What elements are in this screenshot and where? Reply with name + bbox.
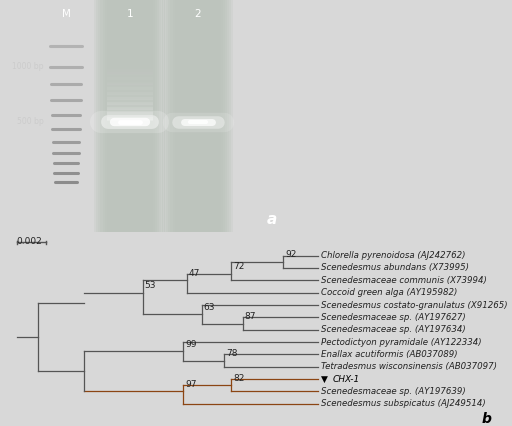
Text: 1: 1 [126, 9, 133, 19]
Bar [170, 0, 225, 232]
Bar [173, 0, 223, 232]
Bar [94, 0, 165, 232]
Bar [166, 0, 229, 232]
Bar [106, 0, 153, 232]
Bar [168, 0, 227, 232]
Text: 2: 2 [195, 9, 201, 19]
Text: 500 bp: 500 bp [17, 117, 44, 126]
Text: Chlorella pyrenoidosa (AJ242762): Chlorella pyrenoidosa (AJ242762) [321, 251, 465, 260]
Text: CHX-1: CHX-1 [333, 374, 360, 383]
Text: 92: 92 [285, 250, 296, 259]
Text: 87: 87 [244, 312, 256, 321]
Bar [109, 0, 151, 232]
Text: Scenedesmus costato-granulatus (X91265): Scenedesmus costato-granulatus (X91265) [321, 300, 508, 310]
Bar [96, 0, 163, 232]
Text: 72: 72 [233, 262, 245, 271]
Bar [102, 0, 157, 232]
Text: 47: 47 [189, 270, 200, 279]
Text: Enallax acutiformis (AB037089): Enallax acutiformis (AB037089) [321, 350, 458, 359]
Bar [98, 0, 161, 232]
Text: Scenedesmaceae sp. (AY197627): Scenedesmaceae sp. (AY197627) [321, 313, 466, 322]
Text: 63: 63 [204, 303, 215, 312]
Text: M: M [61, 9, 71, 19]
Bar [104, 0, 155, 232]
Text: Scenedesmaceae communis (X73994): Scenedesmaceae communis (X73994) [321, 276, 487, 285]
Text: Scenedesmaceae sp. (AY197634): Scenedesmaceae sp. (AY197634) [321, 325, 466, 334]
Text: Pectodictyon pyramidale (AY122334): Pectodictyon pyramidale (AY122334) [321, 337, 482, 346]
Text: 53: 53 [145, 281, 156, 290]
Text: Scenedesmus subspicatus (AJ249514): Scenedesmus subspicatus (AJ249514) [321, 399, 486, 408]
Text: Scenedesmus abundans (X73995): Scenedesmus abundans (X73995) [321, 263, 469, 273]
Text: Coccoid green alga (AY195982): Coccoid green alga (AY195982) [321, 288, 458, 297]
Text: ▼: ▼ [321, 374, 328, 383]
Text: 1000 bp: 1000 bp [12, 62, 44, 71]
Text: 0.002: 0.002 [16, 236, 42, 245]
Text: Tetradesmus wisconsinensis (AB037097): Tetradesmus wisconsinensis (AB037097) [321, 362, 497, 371]
Text: 99: 99 [185, 340, 197, 349]
Bar [177, 0, 219, 232]
Bar [162, 0, 233, 232]
Text: 82: 82 [233, 374, 245, 383]
Text: 97: 97 [185, 380, 197, 389]
Text: b: b [482, 412, 492, 426]
Text: Scenedesmaceae sp. (AY197639): Scenedesmaceae sp. (AY197639) [321, 387, 466, 396]
Bar [164, 0, 231, 232]
Text: a: a [267, 212, 277, 227]
Bar [100, 0, 159, 232]
Bar [175, 0, 221, 232]
Text: 78: 78 [226, 349, 238, 358]
